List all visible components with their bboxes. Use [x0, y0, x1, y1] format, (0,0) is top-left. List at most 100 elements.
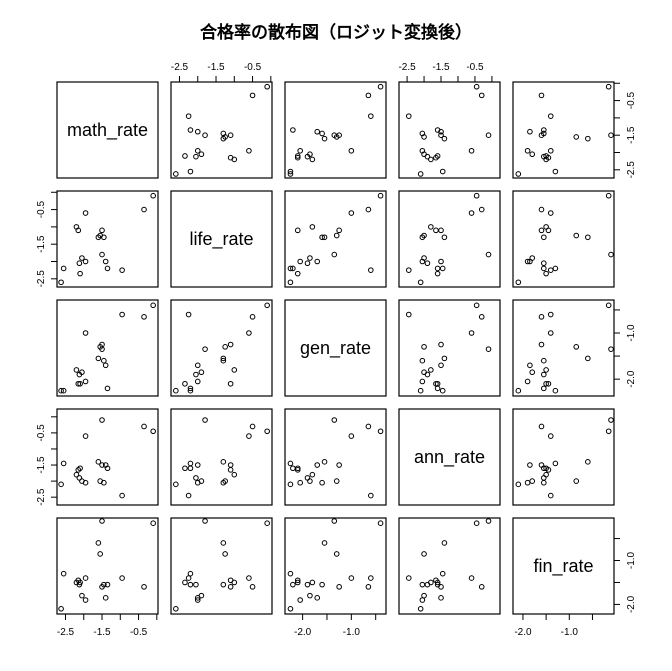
scatter-panel-ann_rate-vs-math_rate	[56, 408, 159, 506]
tick-label: -2.5	[36, 488, 47, 506]
data-point	[541, 371, 547, 378]
data-point	[187, 387, 194, 394]
data-point	[314, 128, 321, 135]
data-point	[441, 234, 448, 241]
data-point	[605, 428, 612, 435]
panel-frame	[170, 408, 273, 506]
data-point	[75, 380, 82, 387]
data-point	[478, 206, 485, 213]
data-point	[222, 344, 228, 350]
data-point	[552, 460, 559, 467]
data-point	[515, 481, 522, 488]
data-point	[304, 260, 311, 267]
data-point	[220, 540, 227, 546]
data-point	[336, 584, 342, 590]
data-point	[294, 467, 301, 473]
data-point	[150, 428, 156, 435]
data-point	[150, 302, 156, 309]
data-point	[141, 314, 147, 320]
data-point	[102, 362, 109, 369]
data-point	[419, 581, 426, 588]
data-point	[547, 147, 554, 154]
data-point	[294, 577, 301, 584]
scatter-panel-gen_rate-vs-math_rate	[56, 299, 159, 397]
data-point	[82, 210, 89, 216]
data-point	[187, 465, 194, 472]
data-point	[249, 314, 256, 320]
data-point	[547, 267, 554, 273]
variable-label: fin_rate	[533, 556, 593, 577]
data-point	[73, 367, 80, 373]
data-point	[307, 592, 313, 599]
data-point	[227, 132, 234, 138]
data-point	[541, 260, 547, 267]
panel-frame	[170, 81, 273, 179]
data-point	[60, 265, 67, 272]
data-point	[348, 433, 355, 439]
data-point	[515, 171, 522, 177]
data-point	[417, 171, 424, 177]
data-point	[485, 251, 492, 258]
data-point	[75, 467, 82, 473]
panel-frame	[56, 190, 159, 288]
data-point	[527, 462, 533, 468]
data-point	[419, 258, 426, 265]
data-point	[182, 153, 188, 159]
data-point	[290, 265, 296, 272]
right-axis-fin_rate: -2.0 -1.0	[614, 538, 637, 613]
left-axis-ann_rate: -2.5 -1.5 -0.5	[36, 416, 57, 506]
data-point	[331, 251, 338, 258]
data-point	[336, 462, 342, 468]
data-point	[290, 127, 296, 133]
data-point	[95, 355, 102, 362]
scatter-panel-life_rate-vs-math_rate	[56, 190, 159, 288]
data-point	[287, 460, 294, 467]
data-point	[99, 462, 105, 468]
data-point	[193, 153, 199, 160]
scatter-panel-life_rate-vs-ann_rate	[398, 190, 501, 288]
data-point	[150, 192, 156, 199]
data-point	[547, 113, 554, 119]
top-axis-ann_rate: -2.5 -1.5 -0.5	[398, 62, 493, 83]
data-point	[79, 369, 85, 376]
data-point	[319, 234, 325, 241]
data-point	[348, 575, 355, 581]
data-point	[608, 417, 614, 423]
panel-frame	[56, 81, 159, 179]
data-point	[348, 147, 355, 154]
data-point	[82, 330, 89, 336]
data-point	[478, 314, 485, 320]
data-point	[439, 168, 446, 175]
data-point	[194, 378, 201, 385]
data-point	[314, 595, 321, 601]
data-point	[545, 467, 552, 473]
tick-label: -2.5	[626, 161, 637, 179]
data-point	[538, 206, 545, 213]
panel-frame	[398, 408, 501, 506]
data-point	[552, 265, 559, 272]
data-point	[97, 551, 103, 557]
data-point	[314, 462, 321, 468]
data-point	[321, 459, 328, 465]
data-point	[527, 258, 533, 265]
data-point	[119, 311, 125, 318]
data-point	[541, 234, 547, 241]
tick-label: -1.0	[626, 324, 637, 342]
data-point	[287, 171, 294, 177]
data-point	[538, 92, 545, 99]
panel-frame	[398, 190, 501, 288]
data-point	[321, 540, 328, 546]
scatter-panel-ann_rate-vs-fin_rate	[512, 408, 615, 506]
data-point	[173, 606, 179, 612]
data-point	[434, 581, 441, 588]
data-point	[82, 378, 89, 385]
data-point	[541, 479, 547, 486]
data-point	[227, 380, 234, 387]
bottom-axis-gen_rate: -2.0 -1.0	[294, 614, 377, 638]
panel-frame	[512, 81, 615, 179]
data-point	[365, 206, 372, 213]
panel-frame	[284, 299, 387, 397]
data-point	[541, 265, 547, 272]
data-point	[102, 258, 109, 265]
data-point	[405, 575, 412, 581]
